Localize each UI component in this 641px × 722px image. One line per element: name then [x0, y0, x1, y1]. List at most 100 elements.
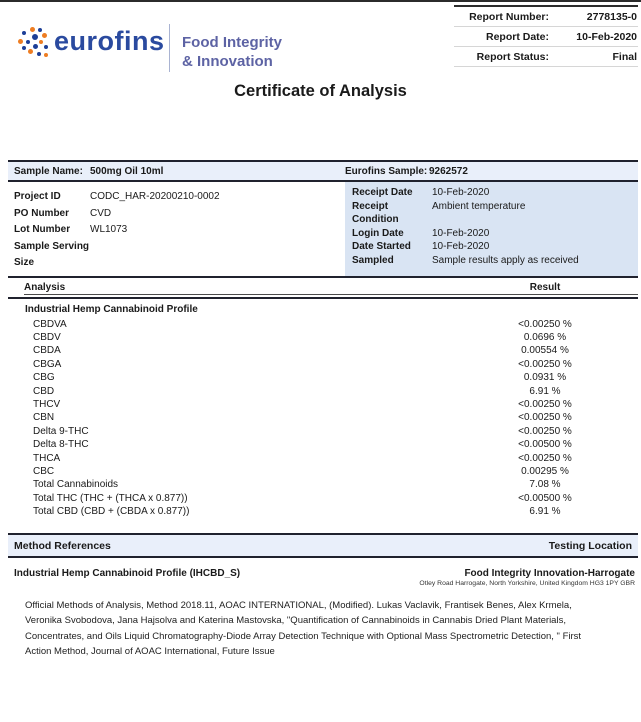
report-info-label: Report Status:	[476, 51, 549, 63]
report-info-table: Report Number: 2778135-0 Report Date: 10…	[454, 5, 638, 67]
analysis-row: CBG 0.0931 %	[8, 371, 638, 384]
method-detail-row: Industrial Hemp Cannabinoid Profile (IHC…	[14, 568, 635, 587]
brand-divider	[169, 24, 170, 72]
detail-value	[90, 239, 345, 272]
analysis-row: Delta 8-THC <0.00500 %	[8, 438, 638, 451]
sample-detail-row: Sample Serving Size	[14, 239, 345, 272]
report-info-label: Report Date:	[485, 31, 549, 43]
analyte-name: CBD	[33, 385, 55, 397]
analyte-name: Total THC (THC + (THCA x 0.877))	[33, 492, 188, 504]
analysis-row: Total CBD (CBD + (CBDA x 0.877)) 6.91 %	[8, 505, 638, 518]
analysis-row: CBD 6.91 %	[8, 385, 638, 398]
brand-division-line2: & Innovation	[182, 53, 273, 70]
analysis-row: CBDV 0.0696 %	[8, 331, 638, 344]
detail-value: 10-Feb-2020	[432, 227, 490, 239]
detail-label: Project ID	[14, 191, 61, 202]
analyte-result: <0.00250 %	[518, 425, 572, 437]
analyte-name: Total Cannabinoids	[33, 479, 119, 491]
sample-detail-row: Lot Number WL1073	[14, 222, 345, 239]
analyte-name: THCA	[33, 452, 61, 464]
analyte-result: <0.00250 %	[518, 412, 572, 424]
analysis-row: CBN <0.00250 %	[8, 411, 638, 424]
analyte-name: CBDV	[33, 331, 61, 343]
testing-location-block: Food Integrity Innovation-Harrogate Otle…	[419, 568, 635, 587]
detail-value: 10-Feb-2020	[432, 241, 490, 253]
detail-value: CODC_HAR-20200210-0002	[90, 191, 220, 202]
detail-value: CVD	[90, 207, 112, 219]
analyte-name: THCV	[33, 398, 61, 410]
analysis-row: CBC 0.00295 %	[8, 465, 638, 478]
analyte-result: 0.0696 %	[523, 331, 567, 343]
sample-info-table: Sample Name: 500mg Oil 10ml Eurofins Sam…	[8, 160, 638, 278]
analysis-rows: CBDVA <0.00250 % CBDV 0.0696 % CBDA 0.00…	[8, 318, 638, 519]
detail-value: Sample results apply as received	[432, 254, 579, 266]
citation-line: Veronika Svobodova, Jana Hajsolva and Ka…	[25, 615, 566, 627]
analyte-name: Delta 8-THC	[33, 439, 89, 451]
report-info-value: 10-Feb-2020	[576, 31, 637, 43]
analysis-row: THCA <0.00250 %	[8, 452, 638, 465]
detail-label: Lot Number	[14, 224, 71, 235]
report-info-row: Report Status: Final	[454, 47, 638, 67]
sample-detail-row: Project ID CODC_HAR-20200210-0002	[14, 189, 345, 206]
analyte-result: 0.00295 %	[521, 465, 569, 477]
detail-value: 10-Feb-2020	[432, 187, 490, 198]
sample-detail-row: PO Number CVD	[14, 206, 345, 223]
analysis-row: CBDVA <0.00250 %	[8, 318, 638, 331]
analyte-result: 0.0931 %	[523, 372, 567, 384]
analysis-row: CBGA <0.00250 %	[8, 358, 638, 371]
analyte-name: Total CBD (CBD + (CBDA x 0.877))	[33, 506, 190, 518]
analyte-result: <0.00250 %	[518, 398, 572, 410]
report-info-label: Report Number:	[469, 11, 549, 23]
analyte-result: <0.00250 %	[518, 452, 572, 464]
result-column-header: Result	[529, 281, 561, 293]
sample-detail-row: Receipt Date 10-Feb-2020	[352, 186, 638, 200]
page-title: Certificate of Analysis	[234, 82, 407, 100]
eurofins-sample-value: 9262572	[429, 166, 468, 177]
analyte-result: <0.00500 %	[518, 492, 572, 504]
detail-label: Receipt Date	[352, 187, 413, 198]
sample-header-row: Sample Name: 500mg Oil 10ml Eurofins Sam…	[8, 160, 638, 182]
eurofins-sample-label: Eurofins Sample:	[345, 166, 428, 177]
report-info-value: 2778135-0	[586, 11, 637, 23]
eurofins-swirl-icon	[18, 27, 50, 59]
sample-details: Project ID CODC_HAR-20200210-0002 PO Num…	[8, 182, 638, 278]
analyte-result: 6.91 %	[529, 385, 561, 397]
analyte-name: Delta 9-THC	[33, 425, 89, 437]
analyte-name: CBG	[33, 372, 55, 384]
analysis-header-rule	[8, 296, 638, 299]
analyte-name: CBN	[33, 412, 55, 424]
detail-label: Login Date	[352, 227, 404, 239]
method-references-bar: Method References Testing Location	[8, 532, 638, 558]
testing-location-header: Testing Location	[548, 539, 632, 552]
analysis-row: CBDA 0.00554 %	[8, 344, 638, 357]
method-title: Industrial Hemp Cannabinoid Profile (IHC…	[14, 567, 241, 579]
analyte-result: <0.00250 %	[518, 318, 572, 330]
sample-name-label: Sample Name:	[14, 166, 83, 177]
detail-value: WL1073	[90, 224, 128, 235]
document-header: eurofins Food Integrity & Innovation Rep…	[0, 2, 641, 76]
brand-division: Food Integrity & Innovation	[182, 33, 282, 71]
brand-division-line1: Food Integrity	[182, 34, 282, 51]
sample-detail-row: Login Date 10-Feb-2020	[352, 227, 638, 241]
method-citation: Official Methods of Analysis, Method 201…	[25, 598, 641, 660]
citation-line: Action Method, Journal of AOAC Internati…	[25, 646, 275, 658]
page-top-rule	[0, 0, 641, 2]
citation-line: Official Methods of Analysis, Method 201…	[25, 599, 572, 611]
report-info-value: Final	[612, 51, 637, 63]
analyte-name: CBGA	[33, 358, 62, 370]
analyte-result: 6.91 %	[529, 506, 561, 518]
analyte-result: 0.00554 %	[521, 345, 569, 357]
testing-location-address: Otley Road Harrogate, North Yorkshire, U…	[419, 579, 635, 587]
analysis-column-header: Analysis	[24, 281, 66, 293]
detail-label: Sample Serving Size	[14, 240, 90, 269]
citation-line: Concentrates, and Oils Liquid Chromatogr…	[25, 630, 582, 642]
sample-detail-row: Sampled Sample results apply as received	[352, 254, 638, 268]
brand-name: eurofins	[54, 26, 165, 56]
analyte-result: 7.08 %	[529, 479, 561, 491]
analysis-row: Total THC (THC + (THCA x 0.877)) <0.0050…	[8, 492, 638, 505]
detail-label: Date Started	[352, 241, 411, 253]
detail-label: Sampled	[352, 254, 394, 266]
analyte-name: CBC	[33, 465, 55, 477]
analysis-row: Delta 9-THC <0.00250 %	[8, 425, 638, 438]
testing-location-name: Food Integrity Innovation-Harrogate	[464, 567, 635, 579]
